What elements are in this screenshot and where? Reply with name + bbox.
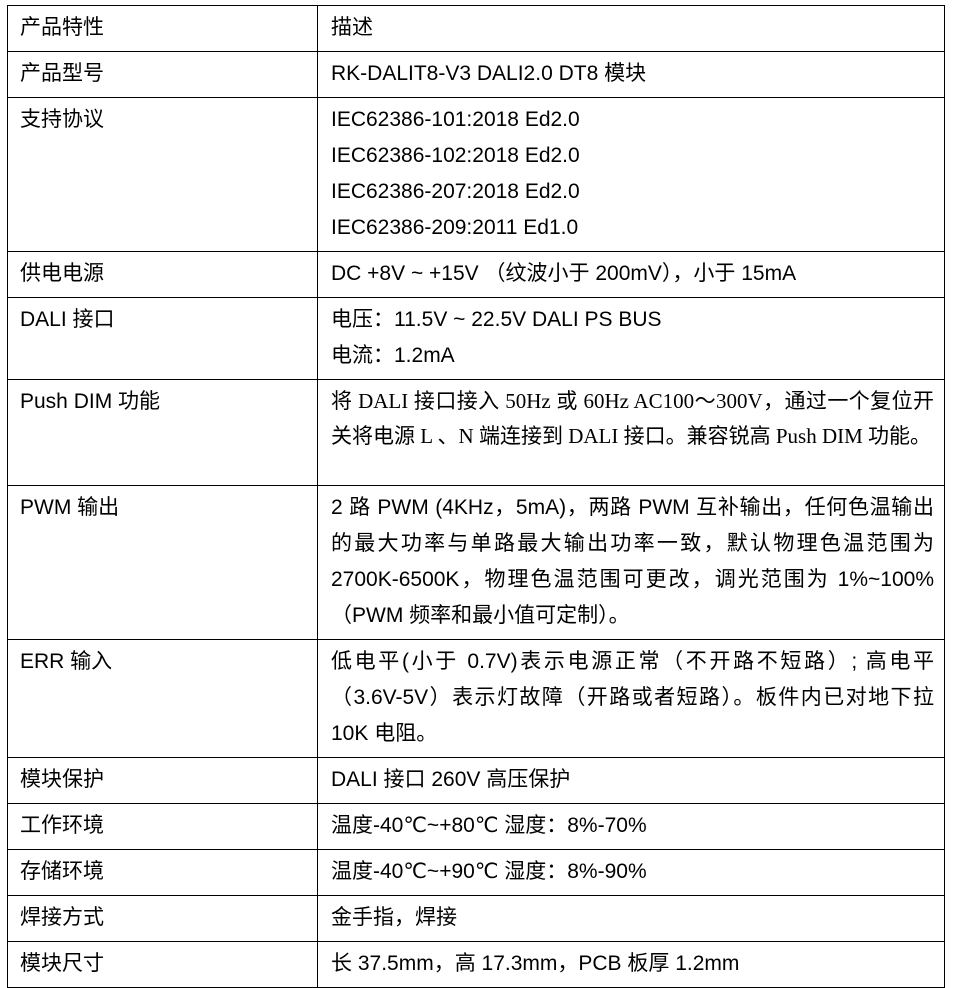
product-specification-table: 产品特性 描述 产品型号 RK-DALIT8-V3 DALI2.0 DT8 模块	[7, 5, 945, 988]
description-line: DALI 接口 260V 高压保护	[331, 768, 571, 791]
feature-label: Push DIM 功能	[20, 390, 161, 413]
feature-label: 模块保护	[20, 768, 104, 791]
description-line: 长 37.5mm，高 17.3mm，PCB 板厚 1.2mm	[331, 952, 740, 975]
table-row-soldering-method: 焊接方式 金手指，焊接	[7, 895, 945, 942]
description-text: 温度-40℃~+90℃ 湿度：8%-90%	[318, 850, 944, 895]
description-cell-storage-environment: 温度-40℃~+90℃ 湿度：8%-90%	[317, 849, 945, 896]
header-label-description: 描述	[331, 16, 373, 39]
feature-label: 工作环境	[20, 814, 104, 837]
feature-label: DALI 接口	[20, 308, 115, 331]
protocol-line: IEC62386-209:2011 Ed1.0	[331, 216, 579, 239]
feature-label: 供电电源	[20, 262, 104, 285]
specification-sheet: 产品特性 描述 产品型号 RK-DALIT8-V3 DALI2.0 DT8 模块	[7, 5, 945, 988]
feature-label: 产品型号	[20, 62, 104, 85]
description-cell-pwm-output: 2 路 PWM (4KHz，5mA)，两路 PWM 互补输出，任何色温输出的最大…	[317, 485, 945, 640]
feature-cell-err-input: ERR 输入	[7, 639, 318, 758]
dali-voltage-line: 电压：11.5V ~ 22.5V DALI PS BUS	[331, 308, 662, 331]
protocol-line: IEC62386-102:2018 Ed2.0	[331, 144, 580, 167]
feature-cell-storage-environment: 存储环境	[7, 849, 318, 896]
feature-label: 存储环境	[20, 860, 104, 883]
description-line: DC +8V ~ +15V （纹波小于 200mV），小于 15mA	[331, 262, 797, 285]
description-text: 电压：11.5V ~ 22.5V DALI PS BUS 电流：1.2mA	[318, 298, 944, 379]
description-cell-protocols: IEC62386-101:2018 Ed2.0 IEC62386-102:201…	[317, 97, 945, 252]
table-row-pwm-output: PWM 输出 2 路 PWM (4KHz，5mA)，两路 PWM 互补输出，任何…	[7, 485, 945, 640]
description-line: 温度-40℃~+80℃ 湿度：8%-70%	[331, 814, 647, 837]
description-text: 2 路 PWM (4KHz，5mA)，两路 PWM 互补输出，任何色温输出的最大…	[318, 486, 944, 639]
description-cell-operating-environment: 温度-40℃~+80℃ 湿度：8%-70%	[317, 803, 945, 850]
table-row-operating-environment: 工作环境 温度-40℃~+80℃ 湿度：8%-70%	[7, 803, 945, 850]
description-cell-module-dimensions: 长 37.5mm，高 17.3mm，PCB 板厚 1.2mm	[317, 941, 945, 988]
dali-current-line: 电流：1.2mA	[331, 344, 455, 367]
feature-cell-operating-environment: 工作环境	[7, 803, 318, 850]
description-line: 温度-40℃~+90℃ 湿度：8%-90%	[331, 860, 647, 883]
table-row-err-input: ERR 输入 低电平(小于 0.7V)表示电源正常（不开路不短路）; 高电平（3…	[7, 639, 945, 758]
description-cell-module-protection: DALI 接口 260V 高压保护	[317, 757, 945, 804]
feature-label: 支持协议	[20, 108, 104, 131]
protocol-line: IEC62386-207:2018 Ed2.0	[331, 180, 580, 203]
feature-cell-module-protection: 模块保护	[7, 757, 318, 804]
description-text: RK-DALIT8-V3 DALI2.0 DT8 模块	[318, 52, 944, 97]
description-line: RK-DALIT8-V3 DALI2.0 DT8 模块	[331, 62, 647, 85]
description-text: DC +8V ~ +15V （纹波小于 200mV），小于 15mA	[318, 252, 944, 297]
description-text: 低电平(小于 0.7V)表示电源正常（不开路不短路）; 高电平（3.6V-5V）…	[318, 640, 944, 757]
table-row-storage-environment: 存储环境 温度-40℃~+90℃ 湿度：8%-90%	[7, 849, 945, 896]
feature-label: 模块尺寸	[20, 952, 104, 975]
description-cell-product-model: RK-DALIT8-V3 DALI2.0 DT8 模块	[317, 51, 945, 98]
description-paragraph: 2 路 PWM (4KHz，5mA)，两路 PWM 互补输出，任何色温输出的最大…	[331, 496, 934, 627]
table-row-module-dimensions: 模块尺寸 长 37.5mm，高 17.3mm，PCB 板厚 1.2mm	[7, 941, 945, 988]
feature-label: 焊接方式	[20, 906, 104, 929]
description-text: 温度-40℃~+80℃ 湿度：8%-70%	[318, 804, 944, 849]
feature-cell-protocols: 支持协议	[7, 97, 318, 252]
table-row-product-model: 产品型号 RK-DALIT8-V3 DALI2.0 DT8 模块	[7, 51, 945, 98]
feature-label: PWM 输出	[20, 496, 120, 519]
description-cell-power-supply: DC +8V ~ +15V （纹波小于 200mV），小于 15mA	[317, 251, 945, 298]
feature-cell-push-dim: Push DIM 功能	[7, 379, 318, 486]
feature-cell-pwm-output: PWM 输出	[7, 485, 318, 640]
description-paragraph: 将 DALI 接口接入 50Hz 或 60Hz AC100～300V，通过一个复…	[331, 389, 934, 448]
feature-label: ERR 输入	[20, 650, 113, 673]
description-cell-soldering-method: 金手指，焊接	[317, 895, 945, 942]
description-text: 将 DALI 接口接入 50Hz 或 60Hz AC100～300V，通过一个复…	[318, 380, 944, 485]
table-row-module-protection: 模块保护 DALI 接口 260V 高压保护	[7, 757, 945, 804]
description-text: 金手指，焊接	[318, 896, 944, 941]
description-line: 金手指，焊接	[331, 906, 457, 929]
description-cell-dali-interface: 电压：11.5V ~ 22.5V DALI PS BUS 电流：1.2mA	[317, 297, 945, 380]
header-cell-feature: 产品特性	[7, 5, 318, 52]
header-cell-description: 描述	[317, 5, 945, 52]
table-header-row: 产品特性 描述	[7, 5, 945, 52]
feature-cell-power-supply: 供电电源	[7, 251, 318, 298]
description-cell-err-input: 低电平(小于 0.7V)表示电源正常（不开路不短路）; 高电平（3.6V-5V）…	[317, 639, 945, 758]
feature-cell-dali-interface: DALI 接口	[7, 297, 318, 380]
table-row-protocols: 支持协议 IEC62386-101:2018 Ed2.0 IEC62386-10…	[7, 97, 945, 252]
description-cell-push-dim: 将 DALI 接口接入 50Hz 或 60Hz AC100～300V，通过一个复…	[317, 379, 945, 486]
table-row-push-dim: Push DIM 功能 将 DALI 接口接入 50Hz 或 60Hz AC10…	[7, 379, 945, 486]
table-row-power-supply: 供电电源 DC +8V ~ +15V （纹波小于 200mV），小于 15mA	[7, 251, 945, 298]
description-text: 长 37.5mm，高 17.3mm，PCB 板厚 1.2mm	[318, 942, 944, 987]
description-paragraph: 低电平(小于 0.7V)表示电源正常（不开路不短路）; 高电平（3.6V-5V）…	[331, 650, 934, 745]
table-row-dali-interface: DALI 接口 电压：11.5V ~ 22.5V DALI PS BUS 电流：…	[7, 297, 945, 380]
description-text: DALI 接口 260V 高压保护	[318, 758, 944, 803]
feature-cell-product-model: 产品型号	[7, 51, 318, 98]
description-text: IEC62386-101:2018 Ed2.0 IEC62386-102:201…	[318, 98, 944, 251]
feature-cell-soldering-method: 焊接方式	[7, 895, 318, 942]
protocol-line: IEC62386-101:2018 Ed2.0	[331, 108, 580, 131]
header-label-feature: 产品特性	[20, 16, 104, 39]
feature-cell-module-dimensions: 模块尺寸	[7, 941, 318, 988]
